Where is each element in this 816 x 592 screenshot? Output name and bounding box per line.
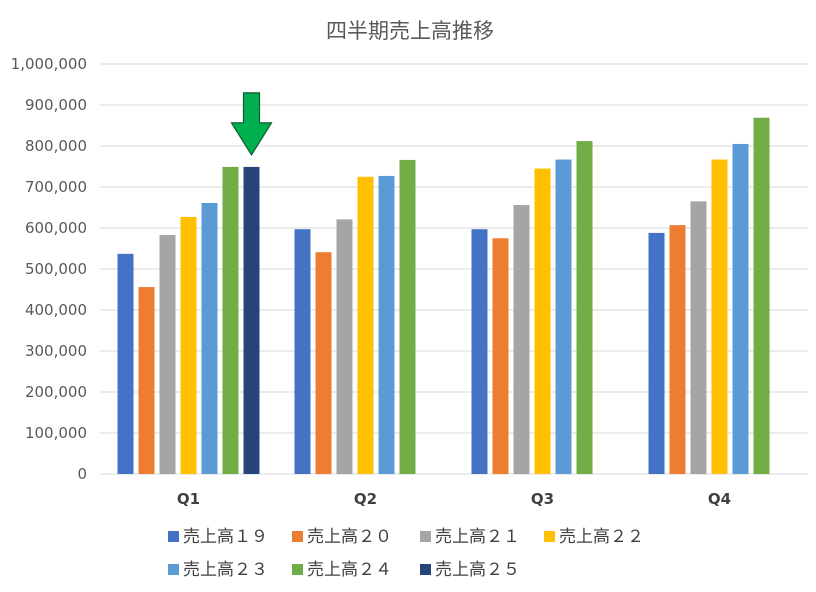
bar [753, 117, 770, 475]
bar [513, 205, 530, 475]
bar [243, 166, 260, 474]
bar [555, 159, 572, 474]
x-category-label: Q4 [708, 490, 731, 508]
legend-label: 売上高２０ [307, 527, 392, 547]
bar [378, 175, 395, 474]
bar [471, 229, 488, 474]
y-tick-label: 800,000 [25, 137, 87, 155]
bar [690, 201, 707, 474]
bar [294, 229, 311, 474]
bar [576, 141, 593, 474]
y-tick-label: 100,000 [25, 424, 87, 442]
y-tick-label: 300,000 [25, 342, 87, 360]
legend-swatch [420, 564, 431, 575]
bar [138, 287, 155, 474]
x-axis-categories: Q1 Q2 Q3 Q4 [177, 490, 731, 508]
y-tick-label: 0 [77, 465, 87, 483]
bar [117, 253, 134, 474]
legend-label: 売上高２１ [435, 527, 520, 547]
bars [117, 117, 770, 475]
bar [399, 159, 416, 474]
bar [711, 159, 728, 474]
bar [357, 176, 374, 474]
legend: 売上高１９ 売上高２０ 売上高２１ 売上高２２ 売上高２３ 売上高２４ 売上高２５ [168, 527, 644, 580]
legend-swatch [292, 531, 303, 542]
annotations [230, 92, 273, 157]
legend-label: 売上高１９ [183, 527, 268, 547]
bar [222, 166, 239, 474]
bar [336, 219, 353, 474]
gridlines [100, 63, 808, 475]
y-tick-label: 200,000 [25, 383, 87, 401]
x-category-label: Q3 [531, 490, 554, 508]
bar [159, 234, 176, 474]
bar [669, 225, 686, 474]
annotation-arrow [230, 92, 273, 157]
legend-label: 売上高２５ [435, 560, 520, 580]
legend-swatch [168, 564, 179, 575]
y-axis-ticks: 0 100,000 200,000 300,000 400,000 500,000 600,… [11, 55, 87, 483]
bar [315, 252, 332, 474]
y-tick-label: 400,000 [25, 301, 87, 319]
bar [534, 168, 551, 475]
y-tick-label: 600,000 [25, 219, 87, 237]
legend-label: 売上高２３ [183, 560, 268, 580]
legend-swatch [420, 531, 431, 542]
bar [201, 202, 218, 475]
y-tick-label: 900,000 [25, 96, 87, 114]
x-category-label: Q2 [354, 490, 377, 508]
x-category-label: Q1 [177, 490, 200, 508]
legend-swatch [168, 531, 179, 542]
bar [732, 143, 749, 474]
bar [180, 216, 197, 474]
legend-label: 売上高２２ [559, 527, 644, 547]
legend-label: 売上高２４ [307, 560, 392, 580]
legend-swatch [292, 564, 303, 575]
chart-title: 四半期売上高推移 [326, 19, 494, 43]
legend-swatch [544, 531, 555, 542]
y-tick-label: 1,000,000 [11, 55, 87, 73]
bar [648, 232, 665, 474]
bar [492, 238, 509, 474]
y-tick-label: 700,000 [25, 178, 87, 196]
y-tick-label: 500,000 [25, 260, 87, 278]
